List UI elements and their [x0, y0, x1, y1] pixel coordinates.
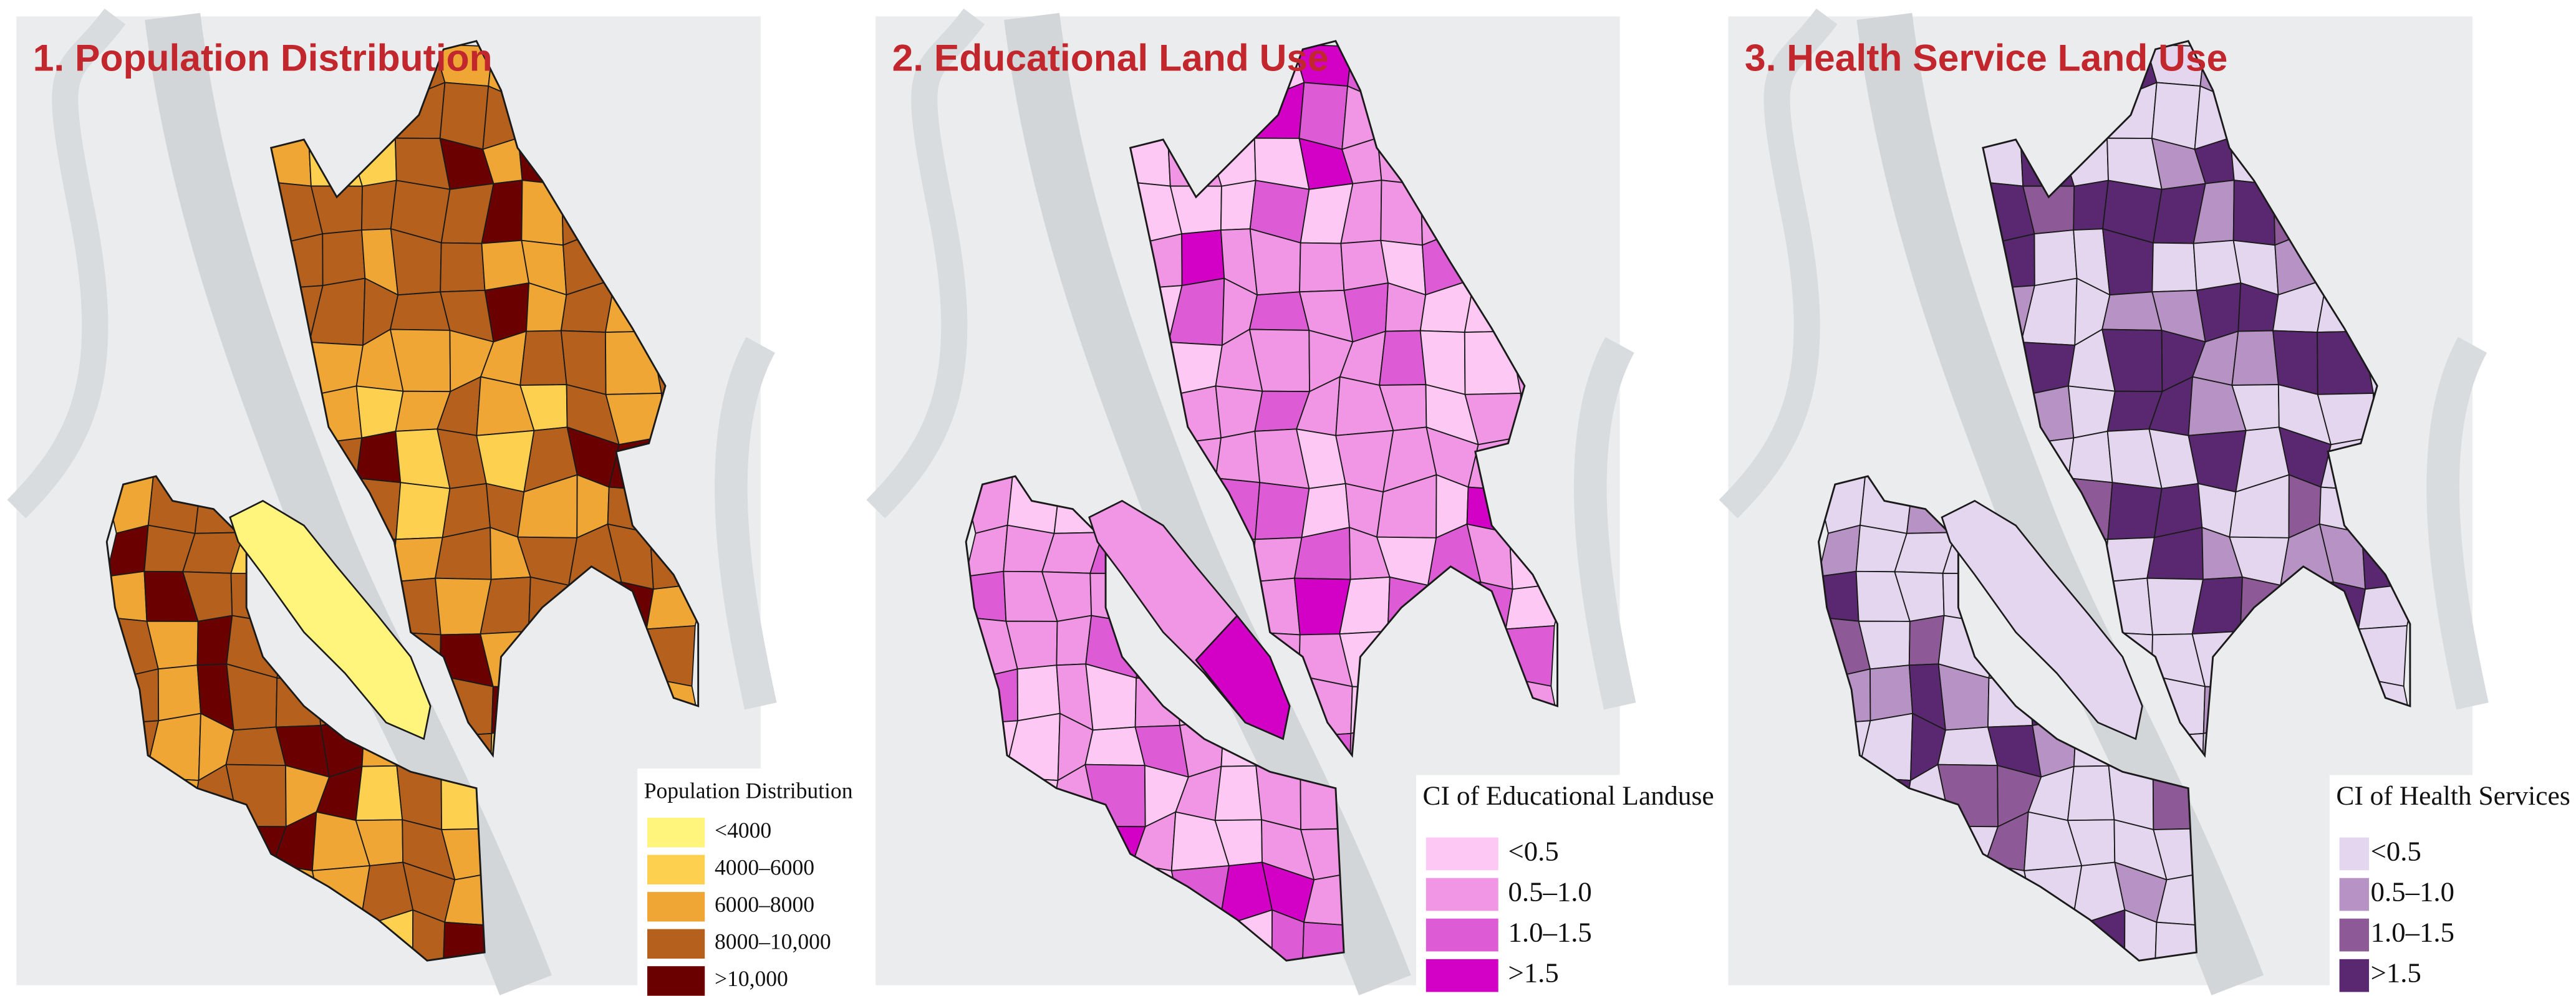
district [225, 726, 287, 767]
legend-swatch [647, 929, 705, 959]
region-outline [269, 40, 700, 758]
district [1016, 664, 1061, 722]
legend-background [2329, 775, 2576, 996]
region-outline [1129, 40, 1559, 758]
district [2151, 82, 2201, 150]
river-branch [866, 8, 985, 519]
district [1254, 482, 1310, 540]
island-district [229, 500, 432, 740]
legend-label: 6000–8000 [715, 892, 814, 917]
legend-label: <0.5 [2371, 835, 2421, 866]
legend-swatch [2339, 959, 2370, 992]
coast [715, 337, 777, 710]
district [2107, 482, 2163, 540]
coast [2426, 337, 2489, 710]
panel-title: 1. Population Distribution [33, 36, 493, 79]
district [1084, 726, 1146, 767]
coast [1573, 337, 1636, 710]
district [355, 765, 403, 821]
legend-title: CI of Educational Landuse [1423, 781, 1714, 811]
district [2033, 229, 2078, 287]
district [2067, 430, 2113, 484]
legend-label: 0.5–1.0 [2371, 876, 2454, 907]
legend-label: >1.5 [1508, 957, 1559, 988]
river-branch [7, 8, 126, 519]
district [1181, 229, 1225, 287]
legend-label: 1.0–1.5 [1508, 916, 1592, 947]
district [519, 330, 567, 386]
region-outline [1982, 40, 2411, 758]
legend-swatch [2339, 878, 2370, 911]
district [439, 82, 490, 150]
district [2231, 330, 2279, 386]
legend-label: >1.5 [2371, 957, 2421, 988]
legend-swatch [2339, 837, 2370, 871]
district [1937, 726, 1999, 767]
legend-label: <4000 [715, 818, 771, 843]
district [2192, 239, 2242, 291]
district [1299, 242, 1345, 293]
district [157, 664, 201, 722]
legend-label: >10,000 [715, 966, 788, 991]
panel-title: 3. Health Service Land Use [1745, 36, 2227, 79]
legend-label: 8000–10,000 [715, 929, 831, 954]
district [355, 430, 402, 484]
district [2101, 291, 2163, 331]
map-panel: 1. Population Distribution Population Dis… [7, 8, 900, 996]
district [481, 239, 530, 291]
district [322, 229, 366, 287]
island-district [1941, 500, 2143, 740]
legend-swatch [1425, 918, 1498, 952]
district [2151, 242, 2197, 293]
island-district [1195, 614, 1291, 740]
map-panel: 2. Educational Land Use CI of Educational… [866, 8, 1714, 996]
district [1214, 765, 1263, 821]
district [1869, 664, 1914, 722]
legend-swatch [647, 818, 705, 848]
district [2067, 765, 2115, 821]
district [389, 291, 451, 331]
district [395, 482, 451, 540]
legend-swatch [647, 855, 705, 884]
river-branch [1719, 8, 1838, 519]
legend-title: Population Distribution [644, 778, 853, 803]
panel-title: 2. Educational Land Use [892, 36, 1329, 79]
district [1215, 430, 1261, 484]
district [1298, 82, 1349, 150]
map-panel: 3. Health Service Land Use CI of Health S… [1719, 8, 2576, 996]
district [440, 242, 486, 293]
legend-swatch [1425, 959, 1498, 992]
legend-swatch [647, 966, 705, 996]
legend-label: 1.0–1.5 [2371, 916, 2454, 947]
legend-label: 4000–6000 [715, 855, 814, 879]
legend-swatch [647, 892, 705, 922]
legend-label: 0.5–1.0 [1508, 876, 1592, 907]
legend-swatch [1425, 878, 1498, 911]
legend-swatch [1425, 837, 1498, 871]
legend-title: CI of Health Services [2336, 781, 2570, 811]
district [1248, 291, 1310, 331]
legend-label: <0.5 [1508, 835, 1559, 866]
legend-swatch [2339, 918, 2370, 952]
district [1379, 330, 1427, 386]
district [1340, 239, 1389, 291]
